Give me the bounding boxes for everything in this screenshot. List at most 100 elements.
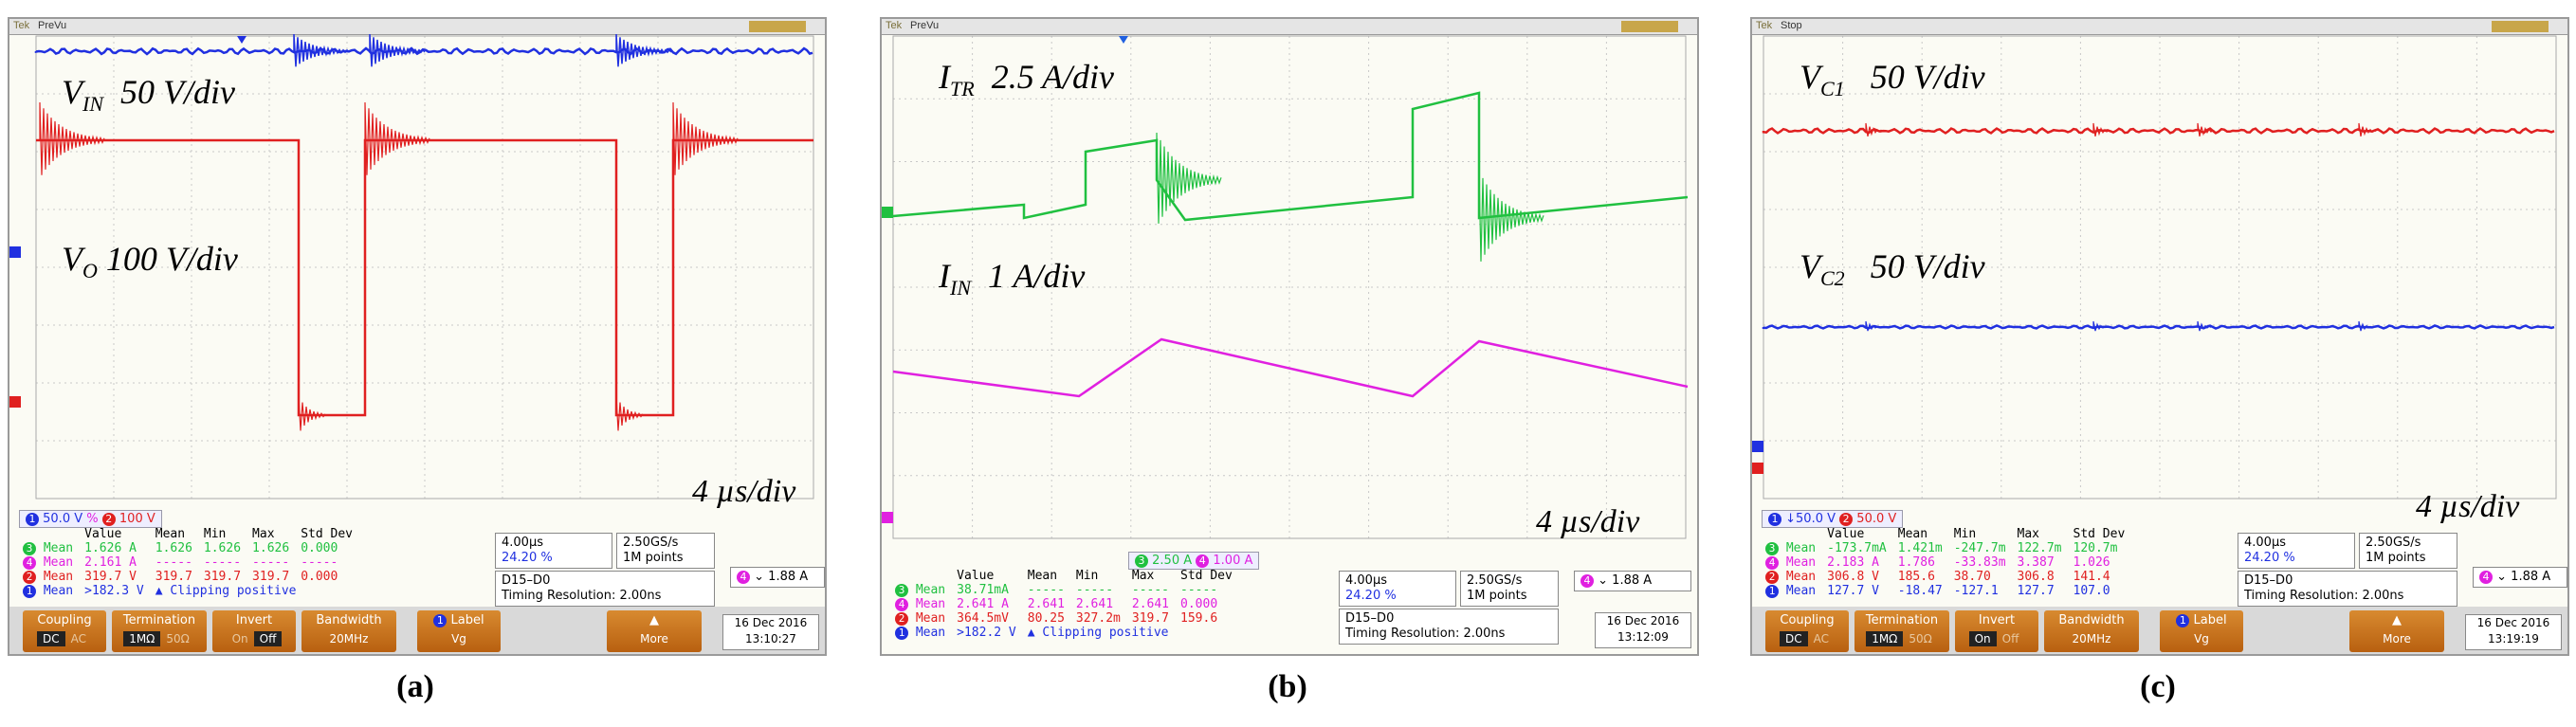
invert-button[interactable]: Invert On Off <box>1955 610 2038 652</box>
vc1-spike <box>2358 122 2377 137</box>
vo-trace <box>36 138 813 417</box>
trigger-marker <box>1119 36 1128 44</box>
iin-trace <box>892 337 1689 398</box>
vin-ring <box>615 33 672 67</box>
channel-scale-bar: 1 ↓50.0 V 2 50.0 V <box>1762 510 1904 528</box>
itr-trace <box>892 91 1689 222</box>
vc2-spike <box>2197 320 2212 332</box>
vc1-spike <box>2092 122 2111 137</box>
meas-row: 1 Mean >182.2 V ▲ Clipping positive <box>889 626 1238 640</box>
scope-topbar: Tek PreVu <box>882 19 1697 35</box>
vo-ring-low <box>298 395 326 431</box>
vo-ring <box>364 101 430 175</box>
invert-button[interactable]: Invert On Off <box>212 610 296 652</box>
vc2-spike <box>1865 320 1880 332</box>
more-button[interactable]: ▲ More <box>2349 610 2444 652</box>
timebase-label: 4 µs/div <box>692 474 796 509</box>
acq-state: PreVu <box>910 20 940 31</box>
digital-channel-box: D15–D0 Timing Resolution: 2.00ns <box>2238 571 2457 607</box>
vc2-trace <box>1762 324 2555 330</box>
bandwidth-button[interactable]: Bandwidth 20MHz <box>2044 610 2139 652</box>
meas-row: 1 Mean >182.3 V ▲ Clipping positive <box>17 584 358 598</box>
tek-logo: Tek <box>1756 20 1773 31</box>
caption-c: (c) <box>2140 669 2176 704</box>
termination-button[interactable]: Termination 1MΩ 50Ω <box>112 610 207 652</box>
vo-ring-low <box>615 395 644 431</box>
acq-state: PreVu <box>38 20 67 31</box>
label-button[interactable]: 1 Label Vg <box>2160 610 2243 652</box>
waveform-area <box>1752 35 2557 500</box>
graticule <box>35 35 814 500</box>
graticule-border <box>35 35 814 500</box>
meas-row: 2 Mean 319.7 V 319.7 319.7 319.7 0.000 <box>17 570 358 584</box>
trigger-readout: 4 ⌄ 1.88 A <box>2473 567 2567 588</box>
trigger-marker <box>237 36 247 44</box>
timebase-label: 4 µs/div <box>2416 489 2520 524</box>
bandwidth-button[interactable]: Bandwidth 20MHz <box>301 610 396 652</box>
meas-row: 4 Mean 2.161 A ----- ----- ----- ----- <box>17 555 358 570</box>
sample-rate-box: 2.50GS/s 1M points <box>616 533 715 569</box>
label-vc1: VC1 50 V/div <box>1800 58 1985 101</box>
meas-row: 3 Mean -173.7mA 1.421m -247.7m 122.7m 120.7m <box>1760 541 2130 555</box>
vc1-trace <box>1762 127 2555 135</box>
caption-b: (b) <box>1268 669 1307 704</box>
ch1-ground-marker <box>1752 441 1763 452</box>
date-time: 16 Dec 2016 13:19:19 <box>2465 614 2562 650</box>
channel-scale-bar: 3 2.50 A 4 1.00 A <box>1128 552 1260 570</box>
tek-logo: Tek <box>13 20 30 31</box>
vc1-spike <box>2197 122 2216 137</box>
termination-button[interactable]: Termination 1MΩ 50Ω <box>1854 610 1949 652</box>
waveform-area <box>882 35 1689 539</box>
meas-row: 2 Mean 364.5mV 80.25 327.2m 319.7 159.6 <box>889 611 1238 626</box>
digital-channel-box: D15–D0 Timing Resolution: 2.00ns <box>495 571 715 607</box>
meas-row: 3 Mean 38.71mA ----- ----- ----- ----- <box>889 583 1238 597</box>
ch2-ground-marker <box>9 396 21 408</box>
vc2-spike <box>2092 320 2108 332</box>
digital-channel-box: D15–D0 Timing Resolution: 2.00ns <box>1339 609 1559 645</box>
coupling-button[interactable]: Coupling DC AC <box>1765 610 1849 652</box>
scope-panel-b: Tek PreVu ITR 2.5 A/div IIN 1 A/div 4 µs… <box>880 17 1699 656</box>
measurement-table: Value Mean Min Max Std Dev 3 Mean 1.626 A 1.62… <box>17 527 358 598</box>
scope-panel-a: Tek PreVu VIN 50 V/div VO 100 V/div 4 µs… <box>8 17 827 656</box>
meas-row: 4 Mean 2.641 A 2.641 2.641 2.641 0.000 <box>889 597 1238 611</box>
sample-rate-box: 2.50GS/s 1M points <box>1460 571 1559 607</box>
menu-bar: Coupling DC AC Termination 1MΩ 50Ω Invert On O… <box>1752 607 2567 654</box>
date-time: 16 Dec 2016 13:12:09 <box>1595 612 1691 648</box>
ch3-ground-marker <box>882 207 893 218</box>
label-button[interactable]: 1 Label Vg <box>417 610 501 652</box>
acq-state: Stop <box>1781 20 1802 31</box>
caption-a: (a) <box>396 669 434 704</box>
trigger-position-bar <box>749 21 806 32</box>
scope-panel-c: Tek Stop VC1 50 V/div VC2 50 V/div 4 µs/… <box>1750 17 2569 656</box>
ch2-ground-marker <box>1752 463 1763 474</box>
horizontal-settings: 4.00µs 24.20 % <box>2238 533 2355 569</box>
trigger-readout: 4 ⌄ 1.88 A <box>1574 571 1691 591</box>
measurement-table: Value Mean Min Max Std Dev 3 Mean -173.7mA 1.4… <box>1760 527 2130 598</box>
channel-scale-bar: 1 50.0 V % 2 100 V <box>19 510 162 528</box>
meas-row: 1 Mean 127.7 V -18.47 -127.1 127.7 107.0 <box>1760 584 2130 598</box>
label-vo: VO 100 V/div <box>62 240 238 283</box>
ch1-ground-marker <box>9 246 21 258</box>
waveform-area <box>9 33 814 500</box>
timebase-label: 4 µs/div <box>1536 504 1640 539</box>
meas-row: 4 Mean 2.183 A 1.786 -33.83m 3.387 1.026 <box>1760 555 2130 570</box>
vo-ring <box>672 101 739 175</box>
menu-bar: Coupling DC AC Termination 1MΩ 50Ω Invert On O… <box>9 607 825 654</box>
vo-ring <box>39 101 105 175</box>
tek-logo: Tek <box>886 20 903 31</box>
vin-ring <box>369 33 426 67</box>
vc1-spike <box>1865 122 1884 137</box>
graticule-border <box>892 35 1687 539</box>
ch4-ground-marker <box>882 512 893 523</box>
trigger-position-bar <box>1621 21 1678 32</box>
graticule-border <box>1763 35 2557 500</box>
sample-rate-box: 2.50GS/s 1M points <box>2359 533 2457 569</box>
itr-ring <box>1478 170 1544 262</box>
vc2-spike <box>2358 320 2373 332</box>
horizontal-settings: 4.00µs 24.20 % <box>495 533 612 569</box>
itr-ring <box>1156 132 1222 224</box>
scope-topbar: Tek Stop <box>1752 19 2567 35</box>
more-button[interactable]: ▲ More <box>607 610 702 652</box>
coupling-button[interactable]: Coupling DC AC <box>23 610 106 652</box>
label-vc2: VC2 50 V/div <box>1800 247 1985 291</box>
